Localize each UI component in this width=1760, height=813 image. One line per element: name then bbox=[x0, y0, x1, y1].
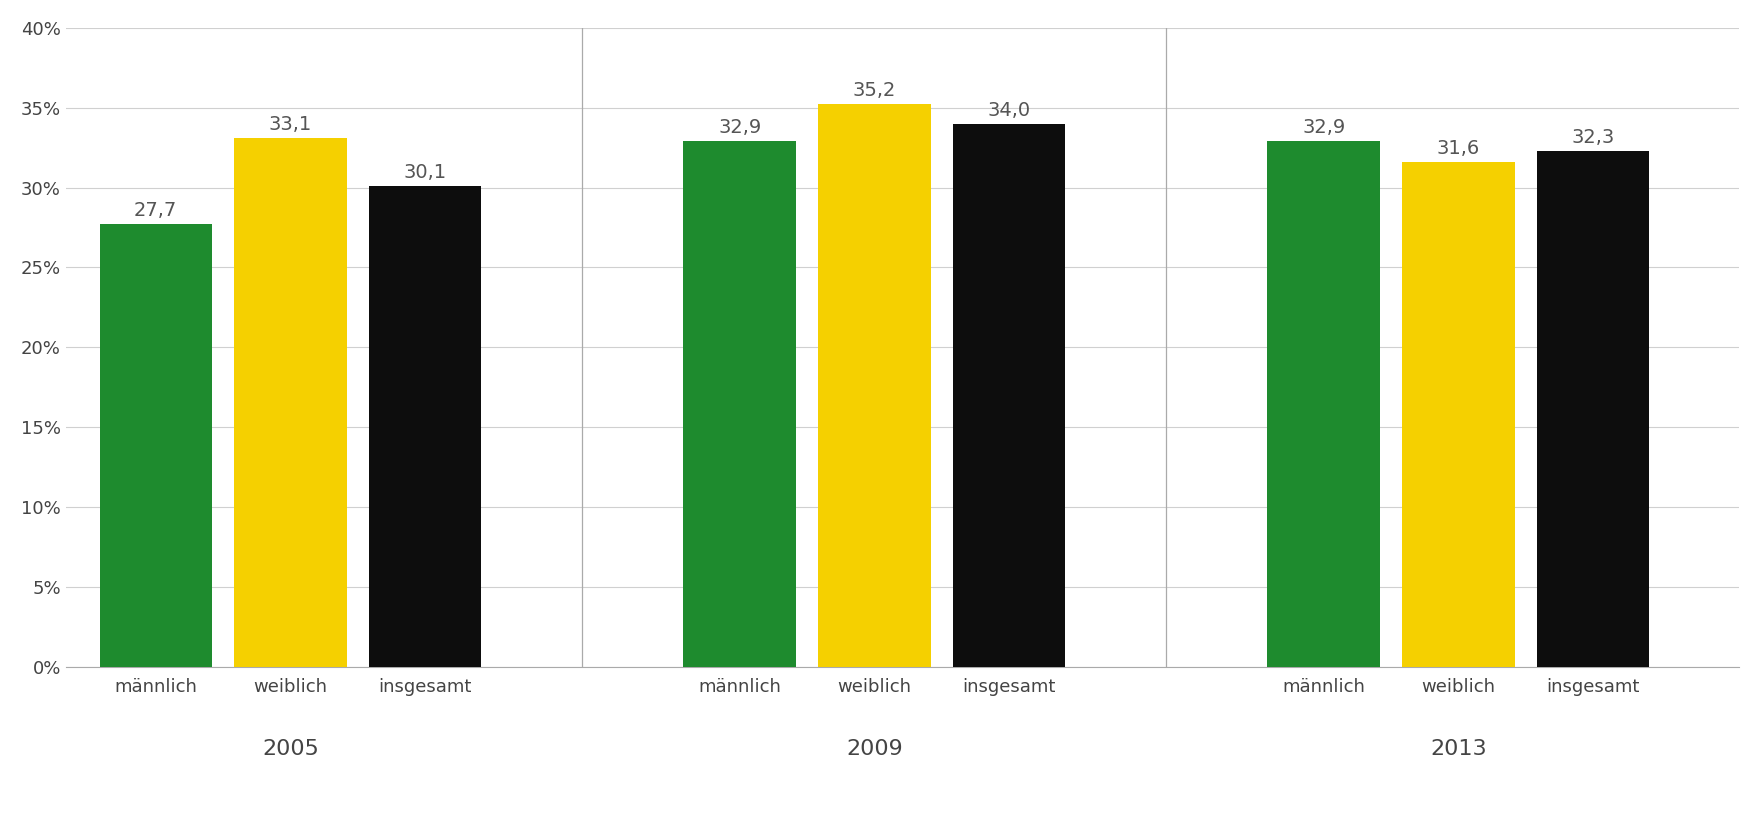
Bar bbox=[952, 124, 1065, 667]
Text: 32,9: 32,9 bbox=[718, 118, 762, 137]
Bar bbox=[234, 138, 347, 667]
Text: 35,2: 35,2 bbox=[854, 81, 896, 101]
Text: 34,0: 34,0 bbox=[987, 101, 1031, 120]
Bar bbox=[1267, 141, 1380, 667]
Text: 31,6: 31,6 bbox=[1436, 139, 1480, 158]
Text: 32,3: 32,3 bbox=[1572, 128, 1614, 147]
Bar bbox=[683, 141, 796, 667]
Text: 2005: 2005 bbox=[262, 739, 319, 759]
Text: 32,9: 32,9 bbox=[1302, 118, 1345, 137]
Bar bbox=[1536, 150, 1649, 667]
Bar bbox=[1403, 162, 1515, 667]
Text: 27,7: 27,7 bbox=[134, 202, 178, 220]
Bar bbox=[100, 224, 211, 667]
Text: 2009: 2009 bbox=[847, 739, 903, 759]
Bar bbox=[370, 186, 480, 667]
Text: 30,1: 30,1 bbox=[403, 163, 447, 182]
Bar bbox=[818, 105, 931, 667]
Text: 2013: 2013 bbox=[1431, 739, 1487, 759]
Text: 33,1: 33,1 bbox=[269, 115, 312, 134]
